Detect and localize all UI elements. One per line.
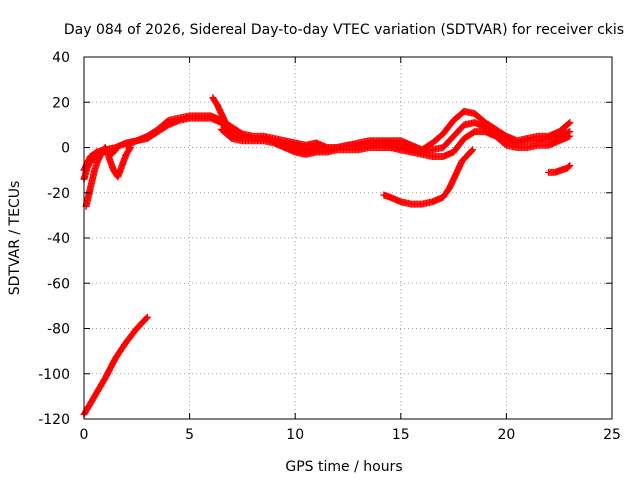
- x-tick-label: 0: [80, 427, 89, 443]
- y-tick-label: -60: [47, 276, 70, 292]
- series-lower-arc: [380, 146, 477, 208]
- y-tick-label: 20: [52, 95, 70, 111]
- data-point: [111, 147, 119, 155]
- x-tick-label: 10: [286, 427, 304, 443]
- data-point: [566, 132, 574, 140]
- data-point: [469, 146, 477, 154]
- data-point: [142, 314, 150, 322]
- data-point: [566, 162, 574, 170]
- y-axis-label: SDTVAR / TECUs: [7, 181, 23, 296]
- y-tick-label: 40: [52, 50, 70, 66]
- series-deep-linear: [80, 313, 151, 418]
- data-points: [80, 94, 574, 418]
- y-tick-label: -40: [47, 231, 70, 247]
- series-early-segment-3: [80, 144, 120, 183]
- series-lower-band: [217, 125, 574, 161]
- data-point: [237, 134, 245, 142]
- series-sharp-drop: [209, 94, 246, 142]
- x-axis-label: GPS time / hours: [285, 459, 402, 475]
- axis-ticks: 0 5 10 15 20 25 -120 -100 -80 -60 -40 -20 0 20 40: [38, 50, 621, 443]
- y-tick-label: 0: [61, 141, 70, 157]
- data-point: [238, 134, 246, 142]
- data-point: [565, 120, 573, 128]
- x-tick-label: 5: [185, 427, 194, 443]
- y-tick-label: -100: [38, 367, 70, 383]
- x-tick-label: 20: [497, 427, 515, 443]
- data-point: [566, 119, 574, 127]
- x-tick-label: 15: [392, 427, 410, 443]
- data-point: [126, 144, 134, 151]
- series-upper-band: [122, 107, 574, 154]
- y-tick-label: -20: [47, 186, 70, 202]
- data-point: [112, 146, 120, 154]
- data-point: [565, 163, 573, 171]
- chart-title: Day 084 of 2026, Sidereal Day-to-day VTE…: [64, 22, 624, 38]
- data-point: [143, 313, 151, 321]
- x-tick-label: 25: [603, 427, 621, 443]
- series-late-small: [545, 162, 574, 176]
- data-point: [126, 145, 134, 153]
- y-tick-label: -80: [47, 322, 70, 338]
- y-tick-label: -120: [38, 412, 70, 428]
- data-point: [468, 147, 476, 155]
